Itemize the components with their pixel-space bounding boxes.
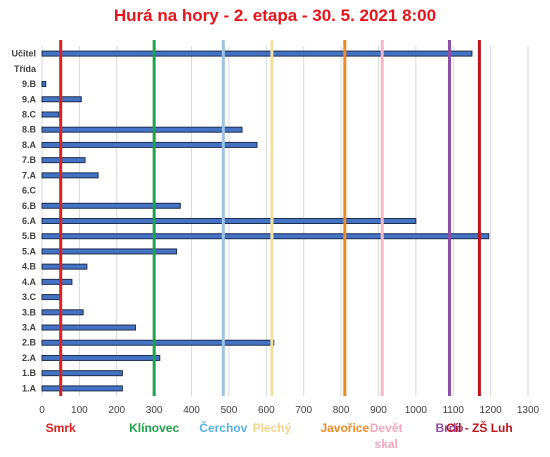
x-tick-label: 300: [146, 405, 163, 416]
category-label: 3.C: [22, 292, 37, 302]
category-label: 2.A: [22, 353, 37, 363]
x-tick-label: 600: [258, 405, 275, 416]
bar: [41, 202, 181, 209]
checkpoint-lines: [59, 40, 481, 396]
category-label: 1.A: [22, 383, 37, 393]
bars: [41, 50, 490, 392]
chart-title: Hurá na hory - 2. etapa - 30. 5. 2021 8:…: [113, 6, 437, 25]
checkpoint-label: Cíl - ZŠ Luh: [446, 420, 513, 435]
x-tick-label: 200: [108, 405, 125, 416]
x-tick-label: 900: [370, 405, 387, 416]
category-label: 6.C: [22, 186, 37, 196]
bar: [41, 157, 86, 164]
category-label: Učitel: [11, 49, 36, 59]
bar: [41, 339, 275, 346]
bar: [41, 172, 99, 179]
x-tick-label: 400: [183, 405, 200, 416]
axis-labels: 0 100 200 300 400 500 600 700 800 900 1000 1100 1200…: [11, 49, 539, 451]
x-tick-label: 500: [221, 405, 238, 416]
category-label: 3.A: [22, 323, 37, 333]
bar: [41, 248, 178, 255]
category-label: 9.B: [22, 79, 37, 89]
bar: [41, 81, 47, 88]
bar: [41, 141, 258, 148]
category-label: 8.B: [22, 125, 37, 135]
category-label: 6.A: [22, 216, 37, 226]
bar: [41, 354, 161, 361]
x-tick-label: 1000: [405, 405, 428, 416]
x-tick-label: 1200: [479, 405, 502, 416]
category-label: 5.A: [22, 246, 37, 256]
bar: [41, 370, 123, 377]
category-label: 7.A: [22, 170, 37, 180]
category-label: 8.A: [22, 140, 37, 150]
checkpoint-label: Smrk: [46, 421, 76, 435]
category-label: 7.B: [22, 155, 37, 165]
checkpoint-label: Javořice: [320, 421, 369, 435]
bar: [41, 385, 123, 392]
x-tick-label: 1100: [442, 405, 464, 416]
bar: [41, 233, 490, 240]
category-label: 1.B: [22, 368, 37, 378]
x-tick-label: 800: [333, 405, 350, 416]
category-label: 9.A: [22, 94, 37, 104]
category-label: 6.B: [22, 201, 37, 211]
x-tick-label: 700: [295, 405, 312, 416]
bar: [41, 263, 88, 270]
bar: [41, 278, 73, 285]
bar: [41, 111, 60, 118]
checkpoint-label: Devět skal: [370, 421, 403, 451]
category-label: Třída: [14, 64, 37, 74]
checkpoint-label: Brdo: [435, 421, 463, 435]
category-label: 8.C: [22, 109, 37, 119]
category-label: 4.B: [22, 262, 37, 272]
x-tick-label: 1300: [517, 405, 540, 416]
category-label: 5.B: [22, 231, 37, 241]
checkpoint-label: Klínovec: [129, 421, 179, 435]
checkpoint-label: Plechý: [253, 421, 292, 435]
bar: [41, 324, 136, 331]
bar: [41, 218, 417, 224]
category-label: 2.B: [22, 338, 37, 348]
category-label: 3.B: [22, 307, 37, 317]
category-label: 4.A: [22, 277, 37, 287]
bar: [41, 126, 243, 133]
x-tick-label: 0: [39, 405, 45, 416]
checkpoint-label: Čerchov: [199, 420, 247, 435]
bar: [41, 294, 62, 301]
bar: [41, 50, 473, 57]
bar: [41, 309, 84, 316]
x-tick-label: 100: [71, 405, 88, 416]
